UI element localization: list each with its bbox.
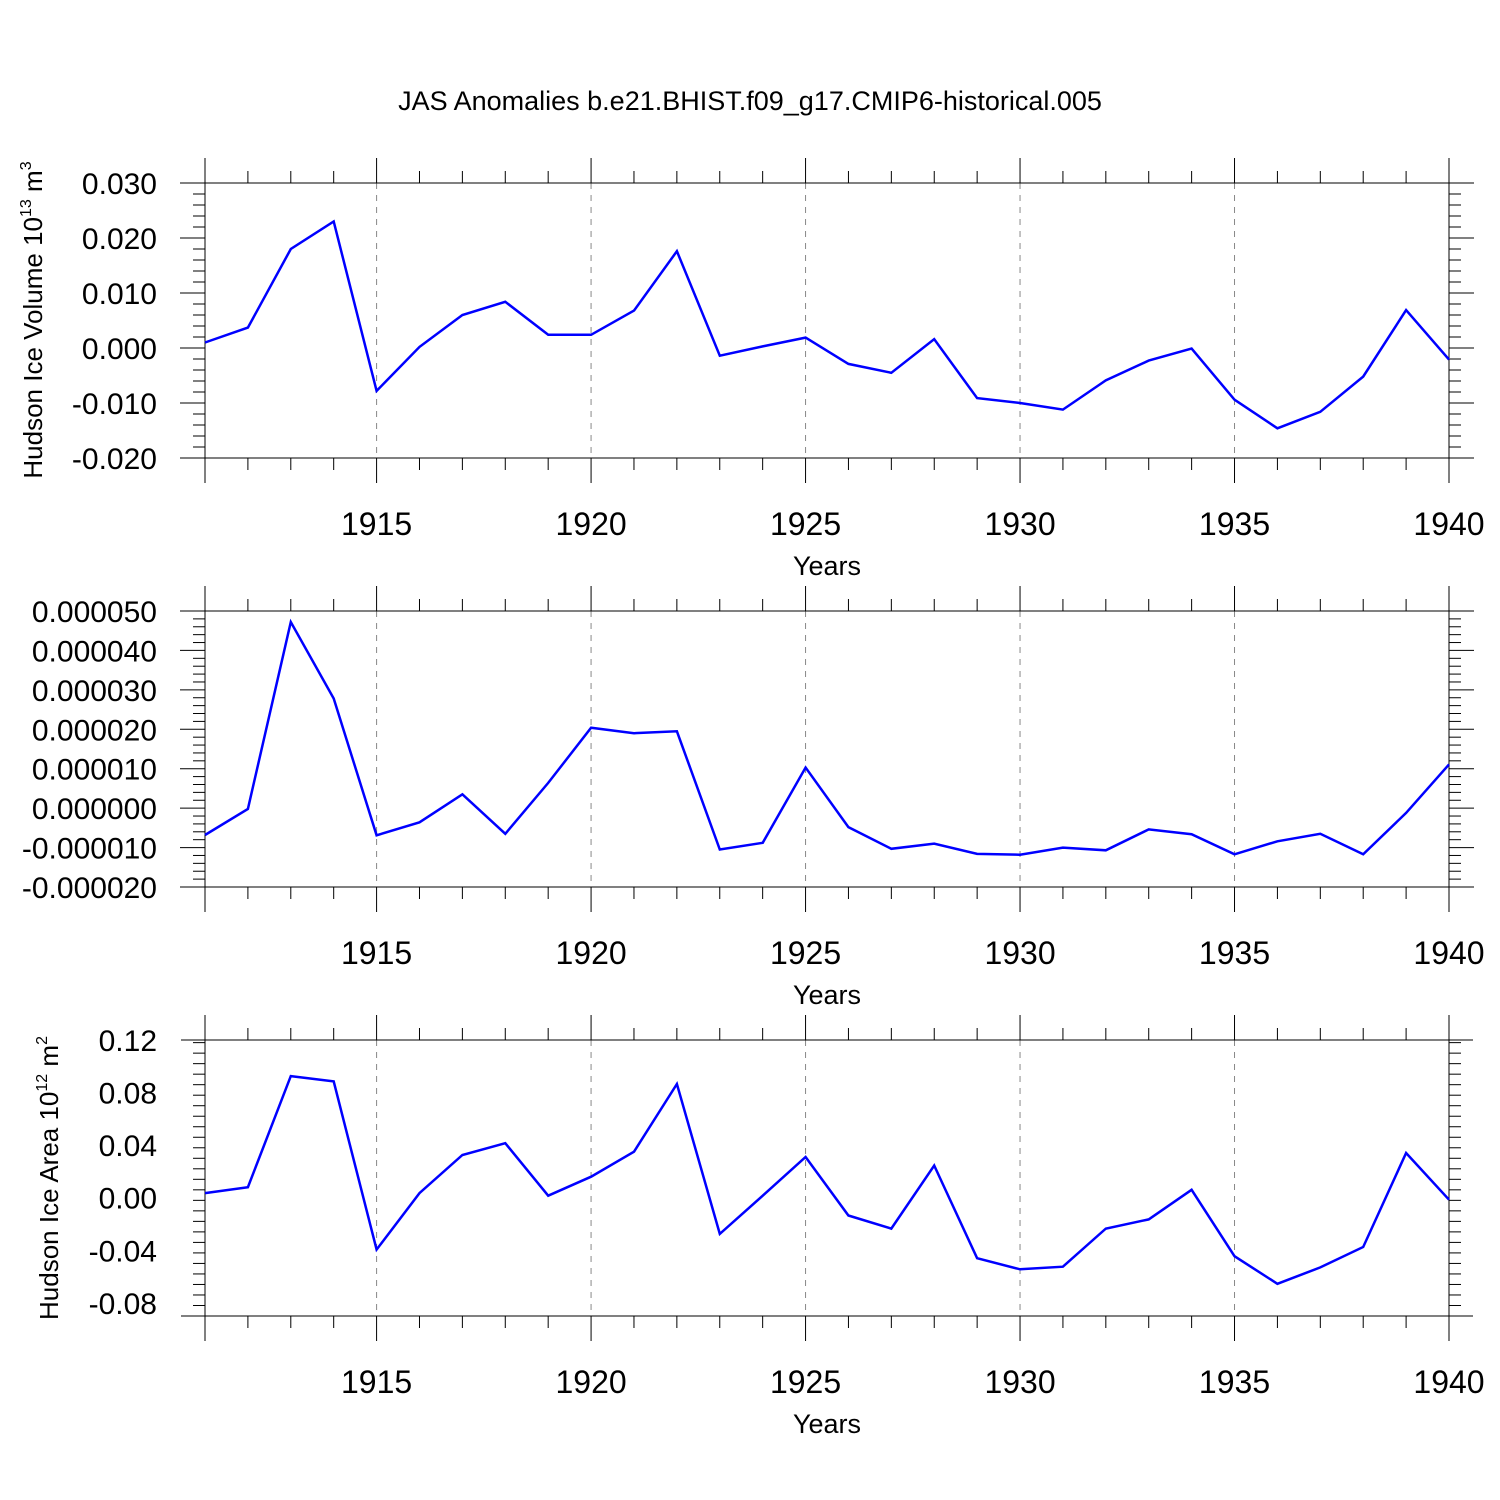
- y-tick-label: -0.010: [72, 388, 157, 421]
- panel-1: 0.030 0.020 0.010 0.000 -0.010 -0.020 1915 1920…: [18, 158, 1485, 581]
- y-axis-label-text: Hudson Ice Area 10: [34, 1092, 64, 1320]
- x-tick-label: 1915: [341, 935, 412, 971]
- x-tick-label: 1935: [1199, 1364, 1270, 1400]
- y-axis-label: Hudson Ice Area 1012 m2: [34, 1036, 64, 1320]
- y-tick-label: 0.000040: [32, 635, 157, 668]
- x-tick-label: 1935: [1199, 935, 1270, 971]
- y-axis-label-unit: m: [18, 170, 48, 199]
- series-line: [204, 219, 1450, 430]
- y-tick-label: 0.030: [82, 168, 157, 201]
- y-tick-label: 0.00: [99, 1183, 157, 1216]
- y-axis-label-exponent: 12: [34, 1074, 51, 1092]
- y-tick-label: -0.020: [72, 443, 157, 476]
- y-tick-label: -0.000010: [22, 833, 157, 866]
- y-axis-label-unit-exponent: 3: [18, 161, 35, 170]
- y-axis-label-text: Hudson Ice Volume 10: [18, 217, 48, 479]
- x-axis-label: Years: [793, 980, 861, 1010]
- x-tick-label: 1915: [341, 506, 412, 542]
- x-tick-label: 1940: [1413, 935, 1484, 971]
- x-tick-label: 1930: [984, 935, 1055, 971]
- x-tick-label: 1920: [555, 1364, 626, 1400]
- panel-2: 0.000050 0.000040 0.000030 0.000020 0.000010…: [22, 586, 1485, 1010]
- y-tick-label: 0.000050: [32, 596, 157, 629]
- x-tick-label: 1940: [1413, 1364, 1484, 1400]
- x-tick-label: 1930: [984, 1364, 1055, 1400]
- plot-area: [181, 183, 1473, 458]
- plot-area: [181, 1040, 1473, 1316]
- x-tick-label: 1920: [555, 935, 626, 971]
- plot-area: [181, 611, 1473, 887]
- figure-title: JAS Anomalies b.e21.BHIST.f09_g17.CMIP6-…: [398, 86, 1102, 116]
- y-tick-label: 0.000030: [32, 675, 157, 708]
- y-tick-label: 0.08: [99, 1078, 157, 1111]
- y-tick-label: 0.000000: [32, 793, 157, 826]
- y-tick-label: -0.04: [89, 1235, 157, 1268]
- y-tick-label: -0.000020: [22, 872, 157, 905]
- y-axis-label-unit: m: [34, 1045, 64, 1074]
- y-tick-label: 0.12: [99, 1025, 157, 1058]
- x-tick-label: 1940: [1413, 506, 1484, 542]
- x-tick-label: 1925: [770, 506, 841, 542]
- series-line: [204, 1074, 1450, 1286]
- y-tick-label: 0.000: [82, 333, 157, 366]
- y-axis-label-exponent: 13: [18, 199, 35, 217]
- y-tick-label: 0.020: [82, 223, 157, 256]
- panel-3: 0.12 0.08 0.04 0.00 -0.04 -0.08 1915 1920 1925 19…: [34, 1015, 1485, 1439]
- x-tick-label: 1930: [984, 506, 1055, 542]
- y-tick-label: 0.000010: [32, 754, 157, 787]
- x-axis-label: Years: [793, 1409, 861, 1439]
- y-axis-label: Hudson Ice Volume 1013 m3: [18, 161, 48, 478]
- x-tick-label: 1925: [770, 935, 841, 971]
- x-axis-label: Years: [793, 551, 861, 581]
- y-tick-label: 0.010: [82, 278, 157, 311]
- y-tick-label: -0.08: [89, 1288, 157, 1321]
- y-tick-label: 0.04: [99, 1130, 157, 1163]
- y-tick-label: 0.000020: [32, 714, 157, 747]
- x-tick-label: 1920: [555, 506, 626, 542]
- y-axis-label-unit-exponent: 2: [34, 1036, 51, 1045]
- x-tick-label: 1935: [1199, 506, 1270, 542]
- series-line: [204, 618, 1450, 856]
- x-tick-label: 1925: [770, 1364, 841, 1400]
- x-tick-label: 1915: [341, 1364, 412, 1400]
